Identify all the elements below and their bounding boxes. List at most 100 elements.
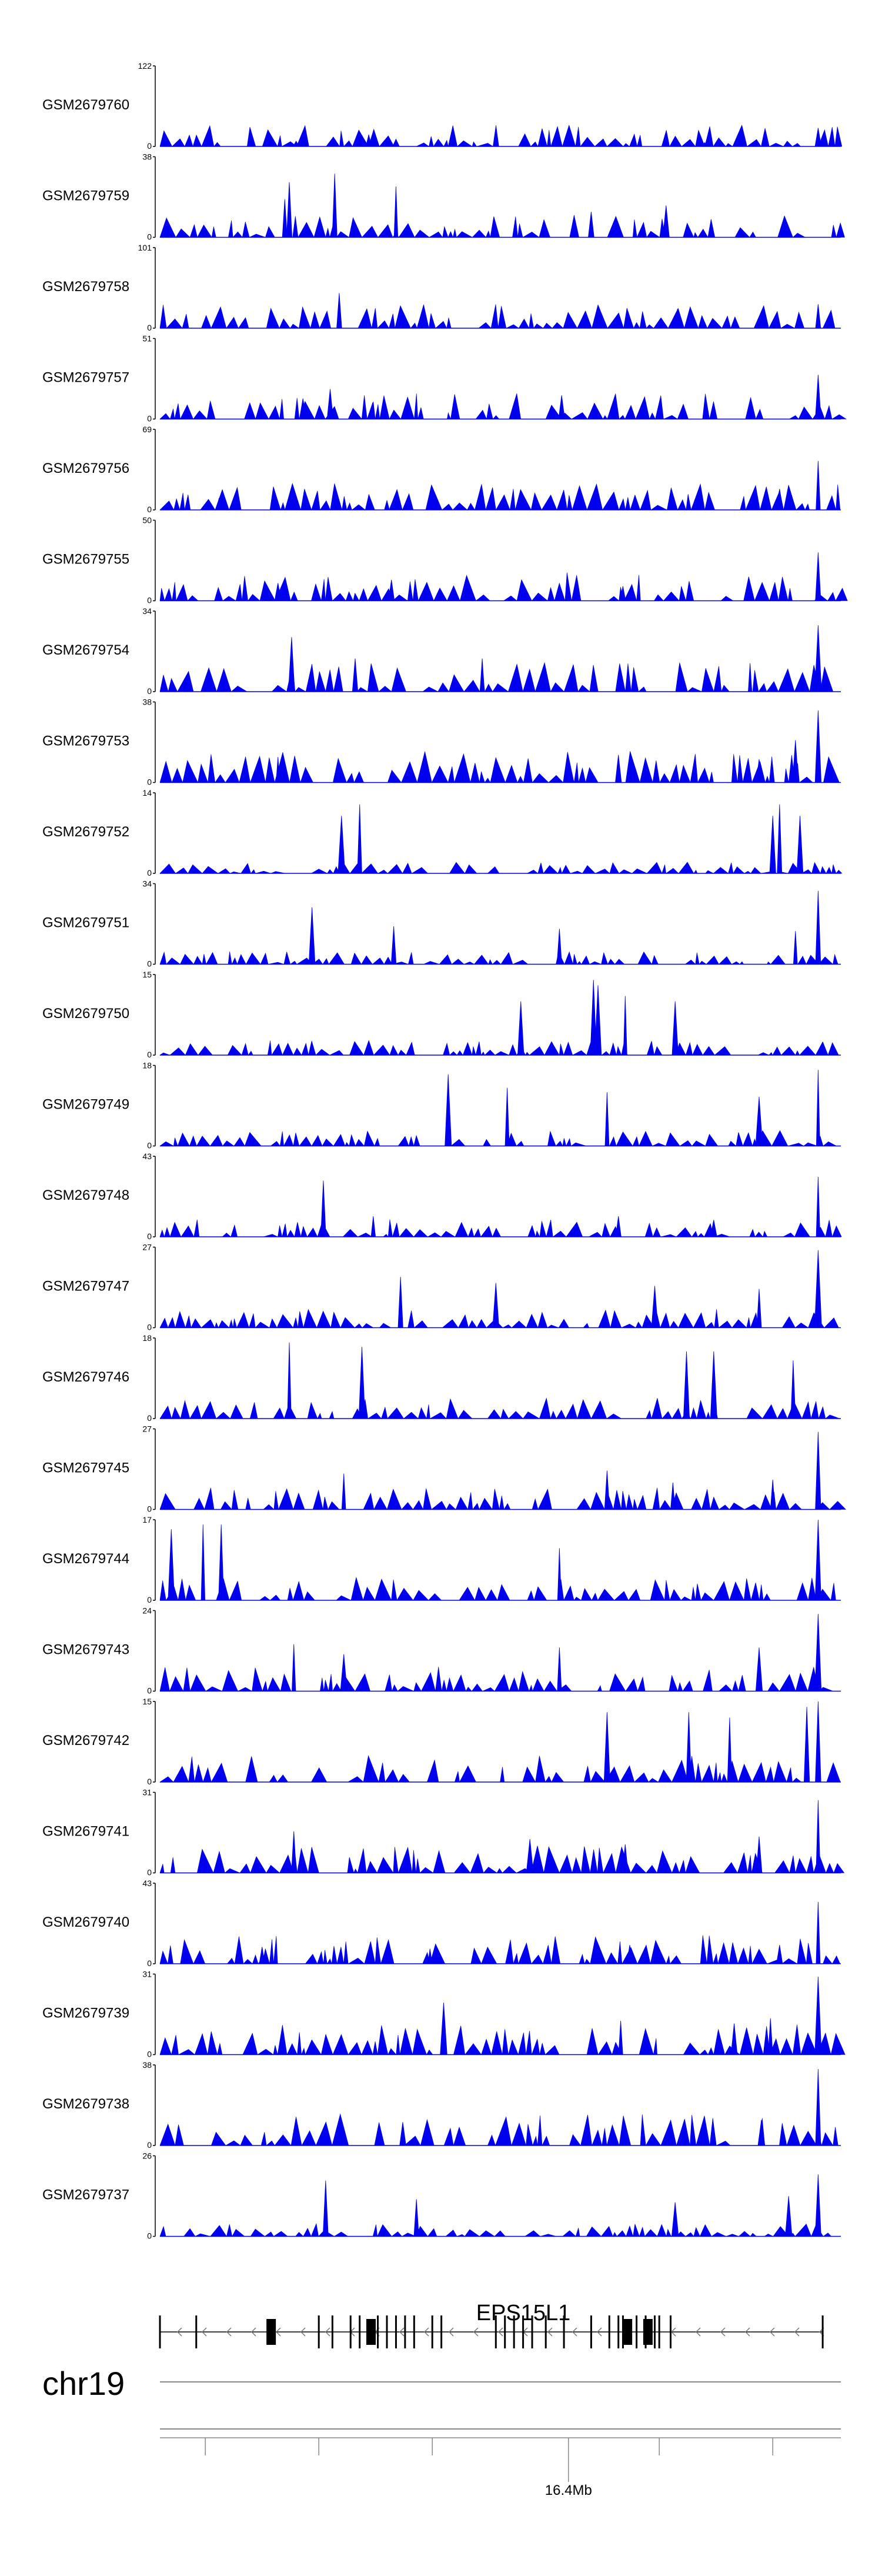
signal-peak [814, 710, 822, 783]
gene-exon [386, 2315, 388, 2348]
track-GSM2679741: GSM2679741 31 0 [42, 1788, 845, 1877]
strand-arrow [794, 2327, 800, 2337]
track-GSM2679737: GSM2679737 26 0 [42, 2151, 841, 2241]
gene-exon [431, 2315, 433, 2348]
y-min-label: 0 [147, 1595, 152, 1604]
strand-arrow [769, 2327, 775, 2337]
y-max-label: 38 [142, 698, 152, 707]
track-label: GSM2679757 [42, 370, 129, 386]
y-max-label: 43 [142, 1152, 152, 1161]
signal-area [159, 1667, 841, 1692]
genome-axis: 16.4Mb [160, 2437, 841, 2498]
y-max-label: 27 [142, 1424, 152, 1434]
gene-exon [331, 2315, 333, 2348]
signal-area [159, 1040, 841, 1056]
signal-peak [683, 1351, 690, 1419]
strand-arrow [399, 2327, 405, 2337]
y-min-label: 0 [147, 1232, 152, 1241]
y-min-label: 0 [147, 1868, 152, 1877]
signal-area [159, 124, 843, 148]
gene-exon [349, 2315, 352, 2348]
track-GSM2679747: GSM2679747 27 0 [42, 1243, 841, 1332]
track-label: GSM2679755 [42, 552, 129, 568]
signal-peak [623, 996, 627, 1056]
track-GSM2679742: GSM2679742 15 0 [42, 1697, 841, 1786]
signal-area [159, 1846, 845, 1874]
signal-peak [384, 499, 390, 510]
signal-peak [796, 816, 804, 874]
track-label: GSM2679754 [42, 642, 129, 658]
track-GSM2679748: GSM2679748 43 0 [42, 1152, 842, 1241]
gene-exon [531, 2315, 533, 2348]
signal-peak [492, 1283, 500, 1328]
chromosome-label: chr19 [42, 2365, 125, 2402]
track-label: GSM2679742 [42, 1733, 129, 1749]
signal-peak [322, 2180, 329, 2237]
track-label: GSM2679748 [42, 1187, 129, 1203]
gene-exon-thick [623, 2319, 633, 2345]
signal-area [159, 1935, 841, 1965]
y-min-label: 0 [147, 2231, 152, 2241]
y-min-label: 0 [147, 686, 152, 696]
y-min-label: 0 [147, 596, 152, 605]
signal-area [159, 1397, 841, 1420]
strand-arrow [201, 2327, 207, 2337]
y-min-label: 0 [147, 232, 152, 242]
track-GSM2679738: GSM2679738 38 0 [42, 2060, 841, 2150]
signal-peak [168, 1529, 175, 1601]
track-GSM2679749: GSM2679749 18 0 [42, 1061, 841, 1150]
signal-peak [399, 2122, 406, 2146]
signal-peak [814, 1519, 821, 1601]
gene-exon [636, 2315, 638, 2348]
y-max-label: 34 [142, 879, 152, 889]
gene-exon [413, 2315, 415, 2348]
track-label: GSM2679751 [42, 915, 129, 931]
signal-peak [815, 1432, 821, 1510]
signal-peak [793, 931, 798, 965]
strand-arrow [226, 2327, 232, 2337]
y-max-label: 26 [142, 2151, 152, 2161]
track-GSM2679746: GSM2679746 18 0 [42, 1333, 841, 1423]
gene-exon [522, 2315, 524, 2348]
strand-arrow [547, 2327, 553, 2337]
y-min-label: 0 [147, 778, 152, 787]
y-max-label: 15 [142, 970, 152, 979]
signal-peak [308, 907, 316, 965]
signal-peak [445, 1074, 452, 1146]
signal-peak [292, 1644, 296, 1691]
signal-area [159, 2223, 841, 2237]
signal-peak [397, 1277, 403, 1328]
track-GSM2679750: GSM2679750 15 0 [42, 970, 841, 1059]
gene-exon [359, 2315, 361, 2348]
signal-peak [557, 1548, 562, 1601]
signal-peak [686, 1712, 692, 1783]
y-max-label: 31 [142, 1970, 152, 1979]
signal-peak [662, 205, 670, 238]
strand-arrow [744, 2327, 750, 2337]
track-GSM2679759: GSM2679759 38 0 [42, 152, 845, 242]
signal-area [159, 662, 841, 693]
signal-peak [777, 804, 783, 874]
signal-peak [479, 658, 485, 692]
gene-exon-thick [366, 2319, 376, 2345]
gene-exon [513, 2315, 515, 2348]
signal-area [159, 572, 848, 602]
gene-exon [377, 2315, 379, 2348]
strand-arrow [572, 2327, 577, 2337]
signal-peak [768, 2018, 773, 2055]
signal-area [159, 1130, 841, 1147]
track-label: GSM2679737 [42, 2187, 129, 2203]
gene-exon [504, 2315, 506, 2348]
track-GSM2679756: GSM2679756 69 0 [42, 425, 841, 514]
signal-peak [815, 890, 821, 965]
signal-area [159, 1219, 842, 1238]
signal-peak [815, 1701, 821, 1783]
y-max-label: 14 [142, 788, 152, 798]
y-max-label: 38 [142, 152, 152, 162]
signal-peak [557, 1647, 562, 1691]
signal-peak [815, 2069, 821, 2146]
track-label: GSM2679750 [42, 1006, 129, 1022]
gene-exon [544, 2315, 547, 2348]
gene-exon [590, 2315, 592, 2348]
